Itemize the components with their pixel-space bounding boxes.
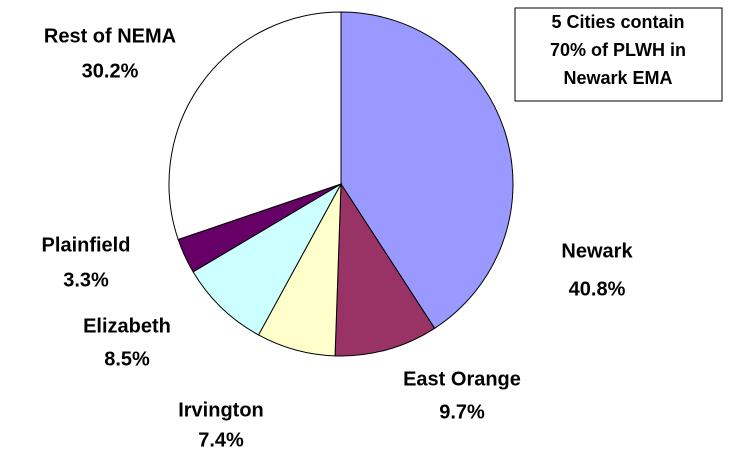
annotation-line: 5 Cities contain bbox=[551, 12, 684, 32]
slice-label: Plainfield bbox=[42, 234, 131, 256]
slice-value-label: 9.7% bbox=[439, 401, 485, 423]
slice-label: Newark bbox=[561, 240, 633, 262]
pie-slice bbox=[334, 182, 436, 357]
annotation-line: 70% of PLWH in bbox=[550, 40, 686, 60]
slice-label: East Orange bbox=[403, 368, 521, 390]
annotation-line: Newark EMA bbox=[563, 68, 672, 88]
slice-value-label: 7.4% bbox=[198, 429, 244, 451]
slice-value-label: 30.2% bbox=[82, 60, 139, 82]
pie-slice bbox=[168, 11, 342, 241]
slice-value-label: 40.8% bbox=[569, 278, 626, 300]
slice-label: Rest of NEMA bbox=[44, 25, 176, 47]
slice-label: Irvington bbox=[178, 399, 264, 421]
annotation-box bbox=[514, 7, 723, 102]
slice-value-label: 8.5% bbox=[104, 348, 150, 370]
slice-label: Elizabeth bbox=[83, 315, 171, 337]
pie-slice bbox=[192, 182, 343, 336]
pie-slice bbox=[340, 11, 514, 329]
slice-value-label: 3.3% bbox=[63, 269, 109, 291]
